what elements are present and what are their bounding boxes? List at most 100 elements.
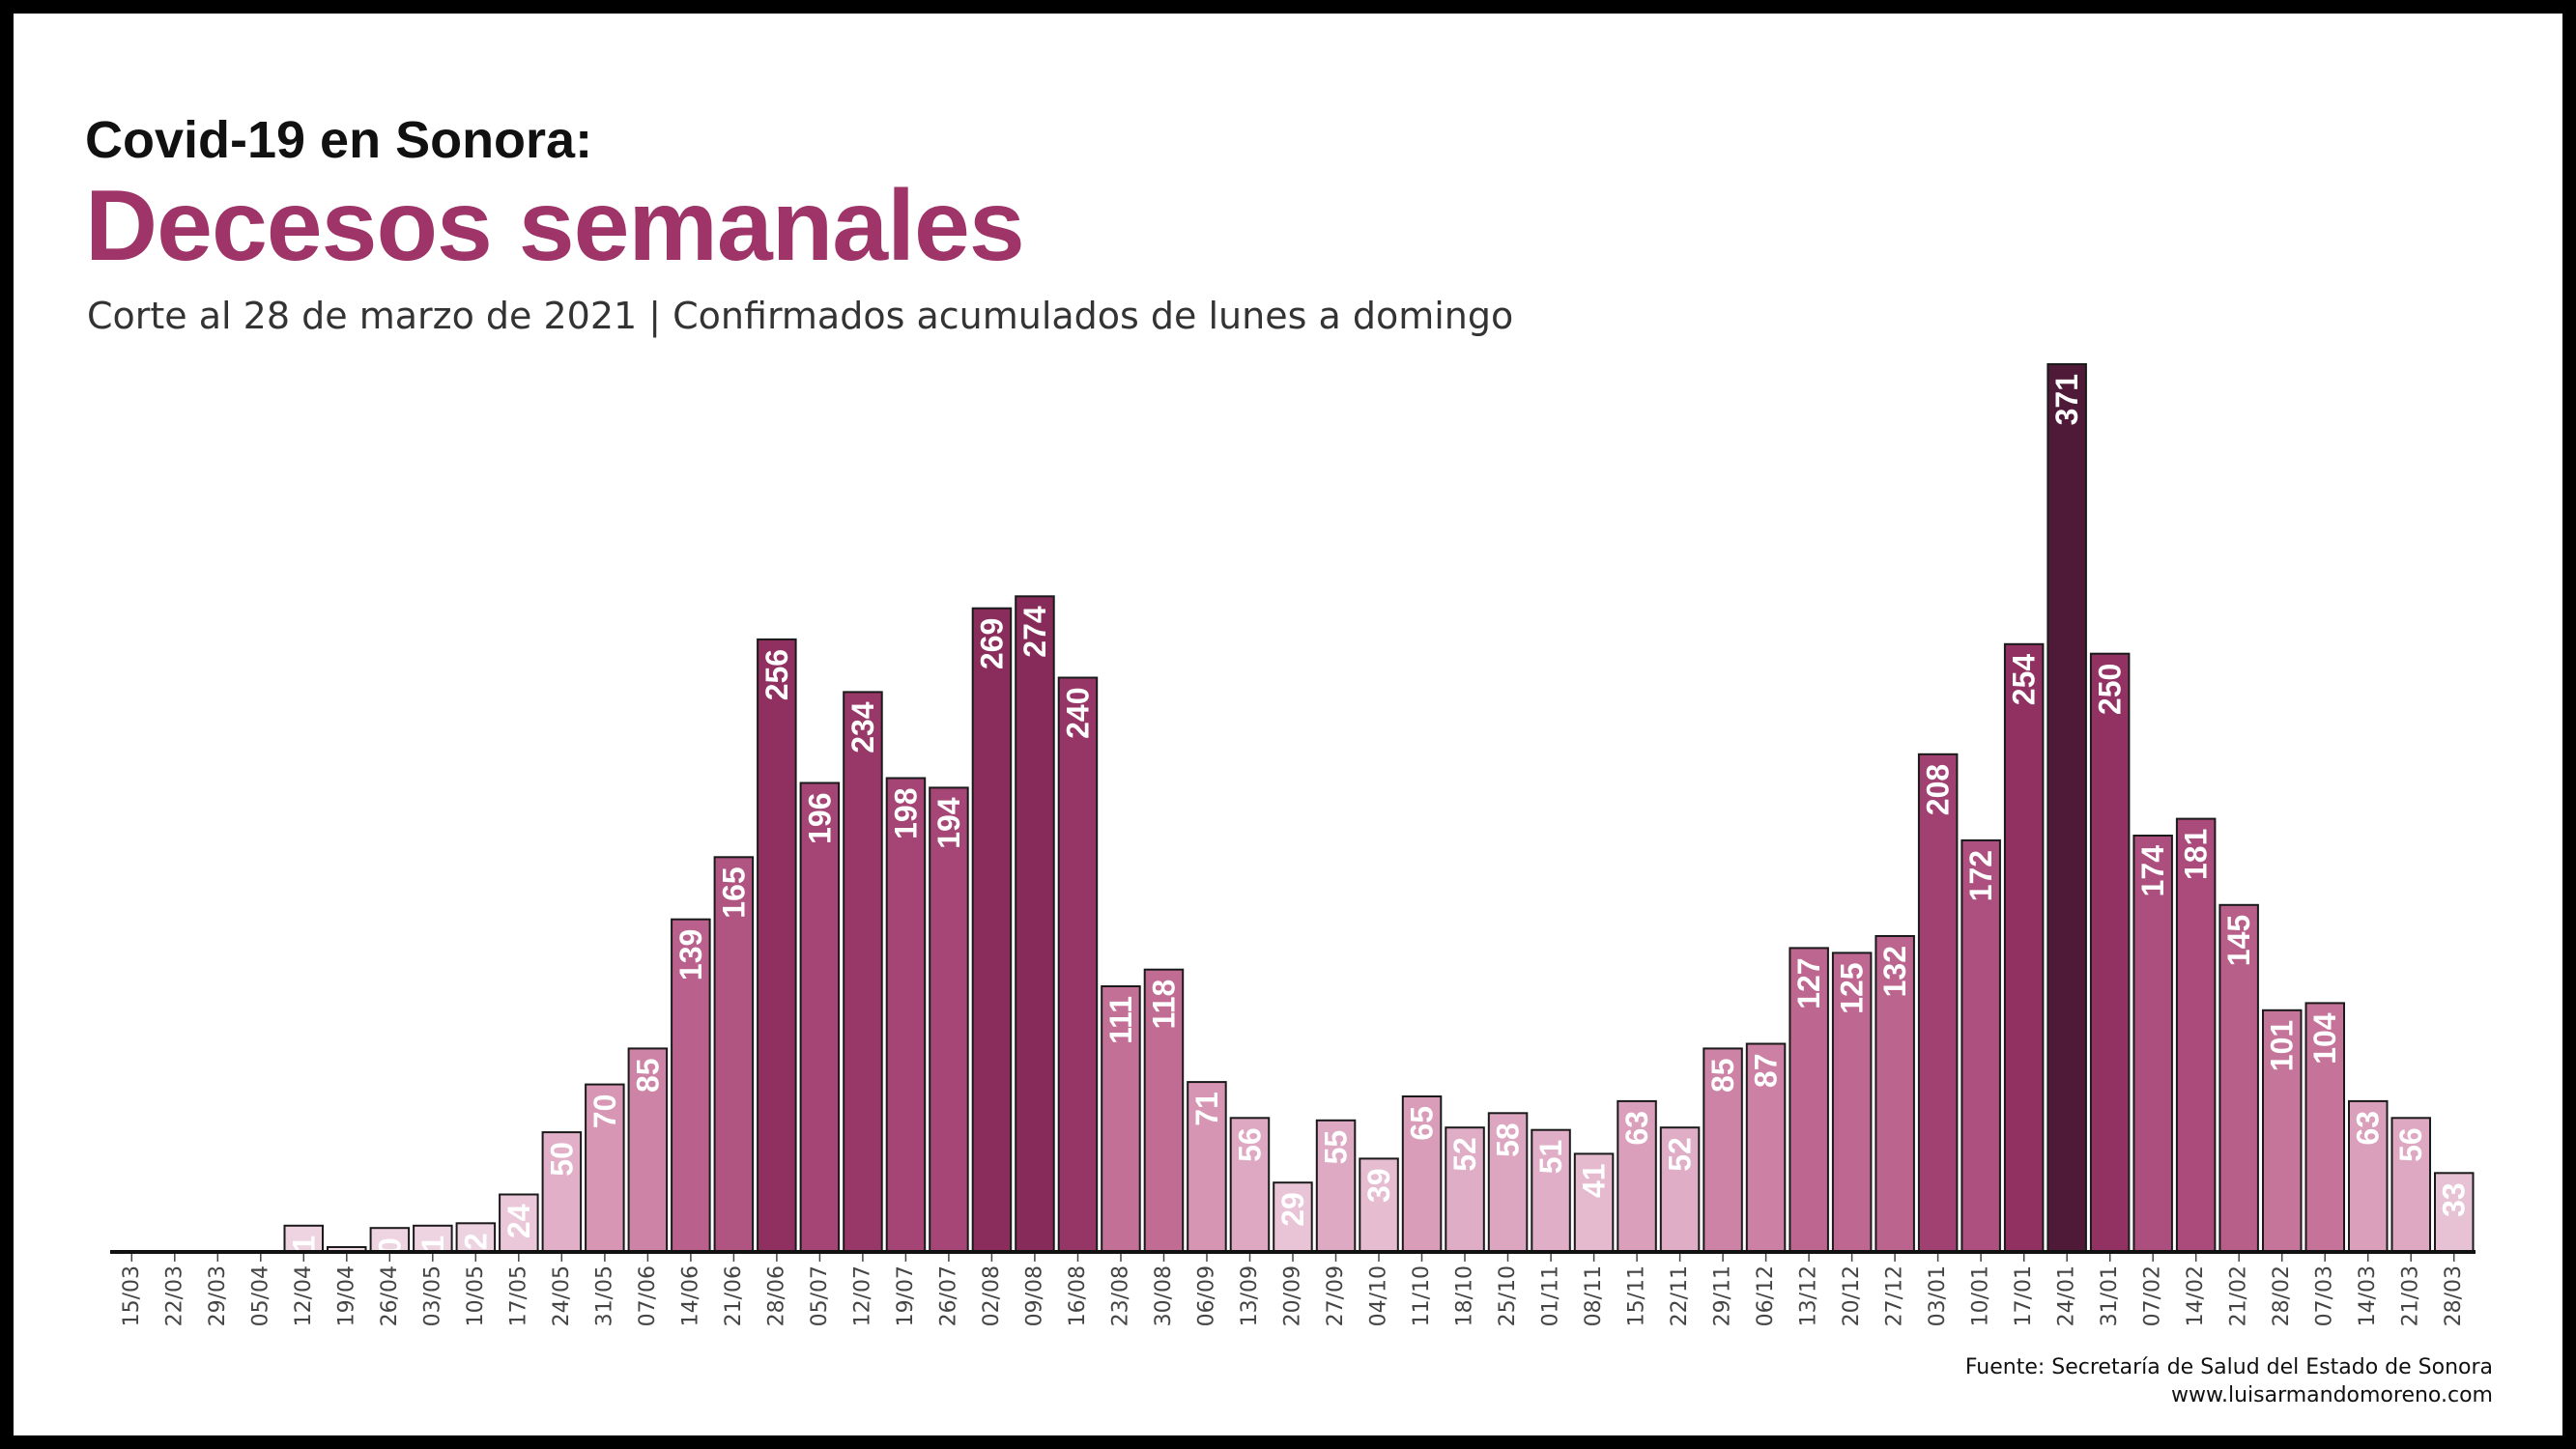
bar-value-label: 127 — [1791, 957, 1826, 1009]
bar-value-label: 118 — [1147, 980, 1182, 1030]
bar-value-label: 198 — [888, 788, 923, 839]
source-text: Fuente: Secretaría de Salud del Estado d… — [1964, 1355, 2493, 1379]
x-tick-label: 29/03 — [206, 1265, 230, 1326]
bar-10-01 — [1961, 838, 2001, 1254]
x-tick-label: 13/09 — [1238, 1265, 1262, 1326]
x-tick-label: 10/01 — [1969, 1265, 1993, 1326]
x-tick-label: 24/01 — [2055, 1265, 2079, 1326]
x-tick-label: 12/04 — [292, 1265, 316, 1326]
x-tick-label: 19/07 — [894, 1265, 918, 1326]
x-tick-label: 01/11 — [1539, 1265, 1563, 1326]
bar-value-label: 125 — [1835, 962, 1870, 1013]
bar-17-01 — [2003, 642, 2045, 1253]
bar-value-label: 172 — [1963, 850, 1998, 901]
bar-value-label: 196 — [802, 793, 837, 844]
x-tick-label: 25/10 — [1496, 1265, 1520, 1326]
x-tick-label: 28/02 — [2270, 1265, 2294, 1326]
bar-15-11 — [1617, 1099, 1657, 1254]
x-tick-label: 06/09 — [1195, 1265, 1219, 1326]
x-tick-label: 03/05 — [420, 1265, 444, 1326]
bar-value-label: 256 — [759, 649, 794, 700]
x-tick-label: 30/08 — [1152, 1265, 1176, 1326]
bar-26-07 — [929, 786, 969, 1254]
bar-21-03 — [2390, 1117, 2431, 1254]
bar-value-label: 104 — [2307, 1012, 2342, 1065]
bar-value-label: 132 — [1877, 946, 1912, 997]
x-tick-label: 26/07 — [936, 1265, 960, 1326]
bar-27-12 — [1875, 935, 1915, 1253]
bar-21-06 — [713, 856, 755, 1253]
bar-value-label: 41 — [1577, 1163, 1612, 1198]
x-tick-label: 31/01 — [2098, 1265, 2122, 1326]
bar-value-label: 269 — [974, 618, 1009, 669]
x-tick-label: 22/11 — [1668, 1265, 1692, 1326]
x-tick-label: 07/03 — [2313, 1265, 2337, 1326]
bar-value-label: 56 — [1233, 1127, 1268, 1162]
website-link[interactable]: www.luisarmandomoreno.com — [2171, 1382, 2493, 1407]
bar-value-label: 165 — [716, 867, 751, 918]
x-tick-label: 22/03 — [162, 1265, 186, 1326]
bar-21-02 — [2218, 903, 2259, 1253]
x-tick-label: 17/01 — [2012, 1265, 2036, 1326]
bar-value-label: 65 — [1405, 1106, 1440, 1141]
x-tick-label: 24/05 — [550, 1265, 574, 1326]
x-tick-label: 15/11 — [1625, 1265, 1649, 1326]
x-tick-label: 21/02 — [2227, 1265, 2251, 1326]
bar-value-label: 71 — [1189, 1092, 1224, 1126]
x-tick-label: 04/10 — [1367, 1265, 1391, 1326]
x-tick-label: 19/04 — [334, 1265, 358, 1326]
x-tick-label: 11/10 — [1410, 1265, 1434, 1326]
bar-19-07 — [885, 777, 927, 1253]
x-tick-label: 07/06 — [636, 1265, 660, 1326]
bar-value-label: 194 — [931, 797, 966, 849]
bar-value-label: 24 — [501, 1204, 536, 1238]
bar-07-02 — [2132, 835, 2173, 1253]
bar-31-05 — [585, 1083, 625, 1253]
bar-value-label: 240 — [1061, 688, 1096, 739]
source-note: Fuente: Secretaría de Salud del Estado d… — [1965, 1354, 2493, 1409]
bar-value-label: 51 — [1533, 1140, 1568, 1175]
x-tick-label: 08/11 — [1582, 1265, 1606, 1326]
bar-24-01 — [2046, 363, 2087, 1253]
bar-value-label: 111 — [1103, 996, 1138, 1044]
x-tick-label: 26/04 — [378, 1265, 402, 1326]
bar-value-label: 85 — [630, 1058, 665, 1093]
bar-09-08 — [1015, 595, 1055, 1253]
bar-value-label: 55 — [1319, 1130, 1354, 1165]
x-tick-label: 14/03 — [2356, 1265, 2380, 1326]
x-tick-label: 15/03 — [120, 1265, 144, 1326]
bar-11-10 — [1401, 1095, 1443, 1253]
bar-value-label: 139 — [673, 929, 708, 980]
bar-value-label: 2 — [329, 1257, 364, 1274]
x-tick-label: 28/06 — [764, 1265, 788, 1326]
bar-value-label: 371 — [2049, 374, 2084, 425]
x-tick-label: 14/06 — [678, 1265, 702, 1326]
bar-27-09 — [1315, 1119, 1357, 1254]
bar-value-label: 56 — [2393, 1127, 2428, 1162]
bar-value-label: 63 — [1619, 1111, 1654, 1146]
bar-value-label: 33 — [2437, 1182, 2472, 1217]
bar-04-10 — [1359, 1157, 1399, 1254]
bar-22-11 — [1659, 1126, 1701, 1253]
chart-title: Decesos semanales — [85, 170, 1025, 282]
bar-value-label: 101 — [2265, 1020, 2300, 1071]
bar-value-label: 181 — [2179, 829, 2214, 880]
x-tick-label: 20/09 — [1281, 1265, 1305, 1326]
x-tick-label: 18/10 — [1453, 1265, 1477, 1326]
x-tick-label: 05/04 — [248, 1265, 272, 1326]
x-tick-label: 14/02 — [2184, 1265, 2208, 1326]
x-tick-label: 20/12 — [1840, 1265, 1864, 1326]
bar-05-07 — [799, 781, 841, 1253]
x-tick-label: 29/11 — [1711, 1265, 1735, 1326]
bar-03-01 — [1917, 753, 1959, 1253]
bar-29-11 — [1703, 1047, 1743, 1254]
x-tick-label: 21/06 — [722, 1265, 746, 1326]
x-tick-label: 13/12 — [1797, 1265, 1821, 1326]
bar-14-03 — [2348, 1099, 2389, 1254]
x-tick-label: 17/05 — [506, 1265, 530, 1326]
bar-28-06 — [757, 638, 797, 1253]
bar-14-02 — [2175, 817, 2217, 1253]
bar-26-04 — [369, 1227, 411, 1253]
x-tick-label: 16/08 — [1066, 1265, 1090, 1326]
